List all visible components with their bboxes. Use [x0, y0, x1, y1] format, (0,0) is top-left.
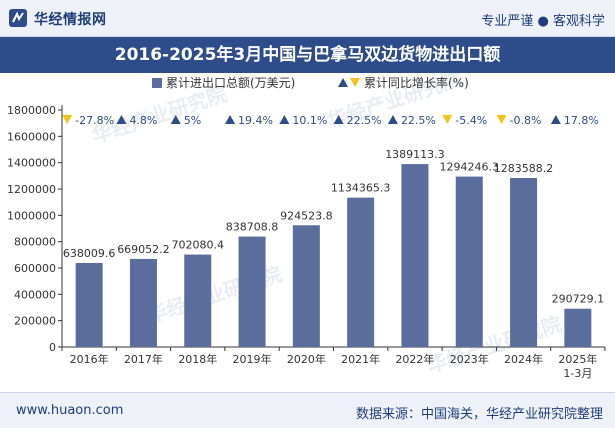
y-tick-label: 1600000 [7, 130, 56, 143]
growth-up-triangle-icon [387, 115, 398, 124]
y-tick-label: 200000 [14, 315, 56, 328]
growth-up-triangle-icon [170, 115, 181, 124]
bar [75, 262, 103, 347]
brand-name: 华经情报网 [34, 12, 107, 28]
legend-up-triangle-icon [338, 78, 348, 87]
growth-rate-label: 10.1% [292, 114, 327, 127]
bar [401, 164, 429, 347]
bar-value-label: 1134365.3 [331, 182, 391, 195]
growth-rate-label: 19.4% [238, 114, 273, 127]
x-tick-label: 2018年 [178, 352, 217, 366]
bar [347, 197, 375, 347]
bar-value-label: 290729.1 [552, 293, 605, 306]
growth-rate-label: -27.8% [75, 114, 114, 127]
growth-rate-label: -0.8% [510, 114, 542, 127]
bar-value-label: 1283588.2 [494, 162, 554, 175]
bar-value-label: 702080.4 [172, 239, 225, 252]
brand-logo-icon [9, 9, 27, 27]
bar [129, 258, 157, 347]
y-tick-label: 0 [49, 341, 56, 354]
y-tick-label: 400000 [14, 288, 56, 301]
bar [510, 177, 538, 347]
x-tick-label: 2021年 [341, 352, 380, 366]
growth-rate-row: -27.8% 4.8% 5% 19.4% 10.1% 22.5% 22.5% -5.4% -0.… [62, 114, 599, 127]
legend-label-total: 累计进出口总额(万美元) [166, 76, 295, 90]
x-tick-label: 2016年 [70, 352, 109, 366]
bar [292, 225, 320, 347]
growth-rate-label: 4.8% [129, 114, 157, 127]
growth-down-triangle-icon [62, 115, 73, 124]
bar [564, 308, 592, 347]
bar [455, 176, 483, 347]
chart-title: 2016-2025年3月中国与巴拿马双边货物进出口额 [114, 45, 501, 65]
y-tick-label: 800000 [14, 236, 56, 249]
legend-down-triangle-icon [350, 78, 360, 87]
x-tick-label: 2017年 [124, 352, 163, 366]
growth-up-triangle-icon [333, 115, 344, 124]
y-tick-label: 1400000 [7, 157, 56, 170]
x-tick-label: 2024年 [504, 352, 543, 366]
bar [184, 254, 212, 347]
chart-legend: 累计进出口总额(万美元) 累计同比增长率(%) [152, 75, 469, 90]
growth-up-triangle-icon [225, 115, 236, 124]
x-tick-label: 2019年 [233, 352, 272, 366]
y-tick-label: 600000 [14, 262, 56, 275]
growth-rate-label: 5% [184, 114, 201, 127]
watermark-text: 华经产业研究院 [424, 312, 565, 378]
y-tick-label: 1800000 [7, 104, 56, 117]
axes: 0 200000 400000 600000 800000 1000000 1200000 1… [7, 104, 606, 380]
footer-bar: www.huaon.com 数据来源：中国海关，华经产业研究院整理 [0, 392, 615, 428]
growth-down-triangle-icon [442, 115, 453, 124]
bar-series: 638009.6 669052.2 702080.4838708.8924523.8… [63, 148, 604, 347]
x-tick-label: 2023年 [450, 352, 489, 366]
growth-down-triangle-icon [496, 115, 507, 124]
growth-rate-label: 22.5% [347, 114, 382, 127]
legend-swatch-total [152, 78, 162, 88]
growth-up-triangle-icon [116, 115, 127, 124]
data-source: 数据来源：中国海关，华经产业研究院整理 [355, 407, 603, 422]
x-tick-label: 2025年 [558, 352, 597, 366]
growth-rate-label: 17.8% [564, 114, 599, 127]
bar-value-label: 1294246.3 [440, 161, 500, 174]
y-tick-label: 1000000 [7, 209, 56, 222]
y-tick-label: 1200000 [7, 183, 56, 196]
x-tick-label: 2022年 [395, 352, 434, 366]
legend-label-growth: 累计同比增长率(%) [364, 75, 469, 90]
bar-value-label: 924523.8 [280, 209, 333, 222]
title-bar: 2016-2025年3月中国与巴拿马双边货物进出口额 [0, 37, 615, 73]
bar [238, 236, 266, 347]
growth-rate-label: 22.5% [401, 114, 436, 127]
bar-value-label: 838708.8 [226, 221, 279, 234]
bar-value-label: 1389113.3 [385, 148, 445, 161]
header-slogan: 专业严谨 ● 客观科学 [481, 14, 605, 29]
growth-rate-label: -5.4% [455, 114, 487, 127]
x-tick-label: 2020年 [287, 352, 326, 366]
header-bar: 华经情报网 专业严谨 ● 客观科学 [0, 0, 615, 37]
bar-value-label: 669052.2 [117, 243, 170, 256]
x-tick-label: 1-3月 [563, 367, 592, 380]
bar-value-label: 638009.6 [63, 247, 116, 260]
growth-up-triangle-icon [550, 115, 561, 124]
growth-up-triangle-icon [279, 115, 290, 124]
website-link[interactable]: www.huaon.com [16, 403, 124, 418]
